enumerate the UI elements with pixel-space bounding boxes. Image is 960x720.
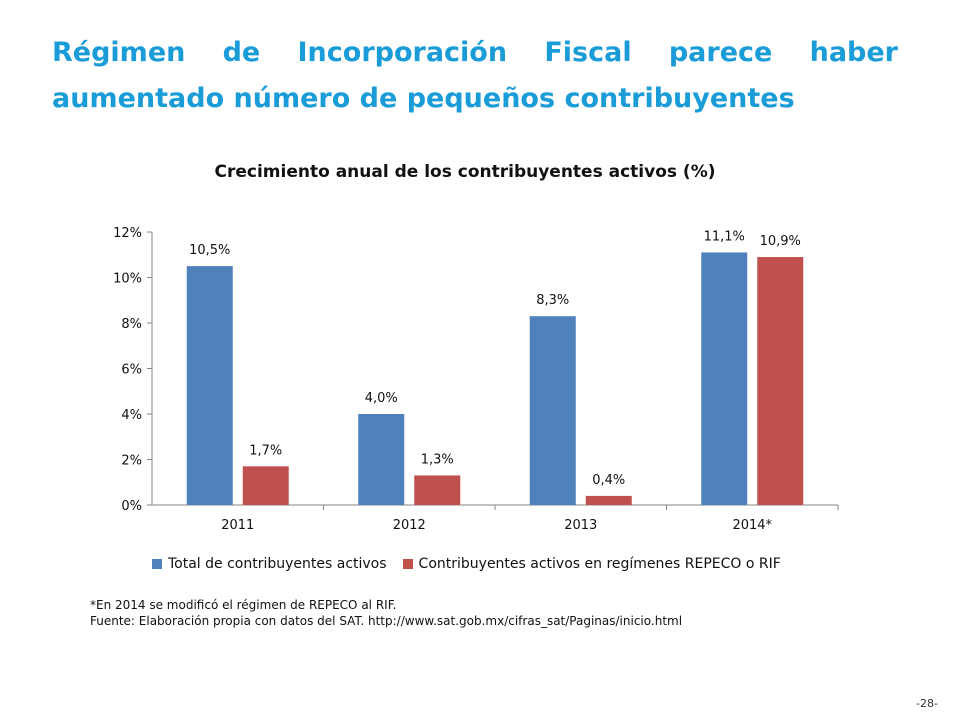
- footnote-note: *En 2014 se modificó el régimen de REPEC…: [90, 598, 397, 612]
- legend-swatch-total: [152, 559, 162, 569]
- bar: [585, 495, 632, 505]
- data-label: 4,0%: [365, 391, 398, 406]
- page-number: -28-: [916, 697, 938, 710]
- x-tick-label: 2013: [564, 518, 597, 533]
- bar: [242, 466, 289, 505]
- bar: [701, 252, 748, 505]
- legend-swatch-repeco-rif: [402, 559, 413, 569]
- bar: [529, 316, 576, 505]
- data-label: 0,4%: [592, 473, 625, 488]
- y-tick-label: 10%: [113, 272, 142, 287]
- data-label: 10,9%: [760, 234, 801, 249]
- y-tick-label: 6%: [121, 363, 142, 378]
- legend-item-total: Total de contribuyentes activos: [152, 556, 387, 572]
- data-label: 8,3%: [536, 293, 569, 308]
- x-tick-label: 2011: [221, 518, 254, 533]
- y-tick-label: 2%: [121, 454, 142, 469]
- bar-chart: 0% 2% 4% 6% 8% 10% 12% 2011 10,5% 1,7% 2012 4,0% 1,3…: [113, 226, 839, 533]
- legend-label-total: Total de contribuyentes activos: [168, 556, 387, 572]
- legend-label-repeco-rif: Contribuyentes activos en regímenes REPE…: [418, 556, 781, 572]
- data-label: 1,3%: [421, 452, 454, 467]
- x-tick-label: 2014*: [732, 518, 772, 533]
- bar: [757, 257, 804, 505]
- data-label: 11,1%: [704, 229, 745, 244]
- legend-item-repeco-rif: Contribuyentes activos en regímenes REPE…: [402, 556, 781, 572]
- bar: [358, 414, 405, 505]
- x-tick-label: 2012: [393, 518, 426, 533]
- footnote-source: Fuente: Elaboración propia con datos del…: [90, 614, 683, 628]
- data-label: 10,5%: [189, 243, 230, 258]
- y-tick-label: 4%: [121, 408, 142, 423]
- bar: [414, 475, 461, 505]
- y-tick-label: 12%: [113, 226, 142, 241]
- data-label: 1,7%: [249, 443, 282, 458]
- chart-legend: Total de contribuyentes activos Contribu…: [152, 556, 781, 572]
- chart-title: Crecimiento anual de los contribuyentes …: [214, 162, 716, 182]
- bar: [186, 266, 233, 505]
- y-tick-label: 0%: [121, 499, 142, 514]
- slide-title: Régimen de Incorporación Fiscal parece h…: [52, 37, 898, 114]
- footnote: *En 2014 se modificó el régimen de REPEC…: [90, 597, 682, 629]
- y-tick-label: 8%: [121, 317, 142, 332]
